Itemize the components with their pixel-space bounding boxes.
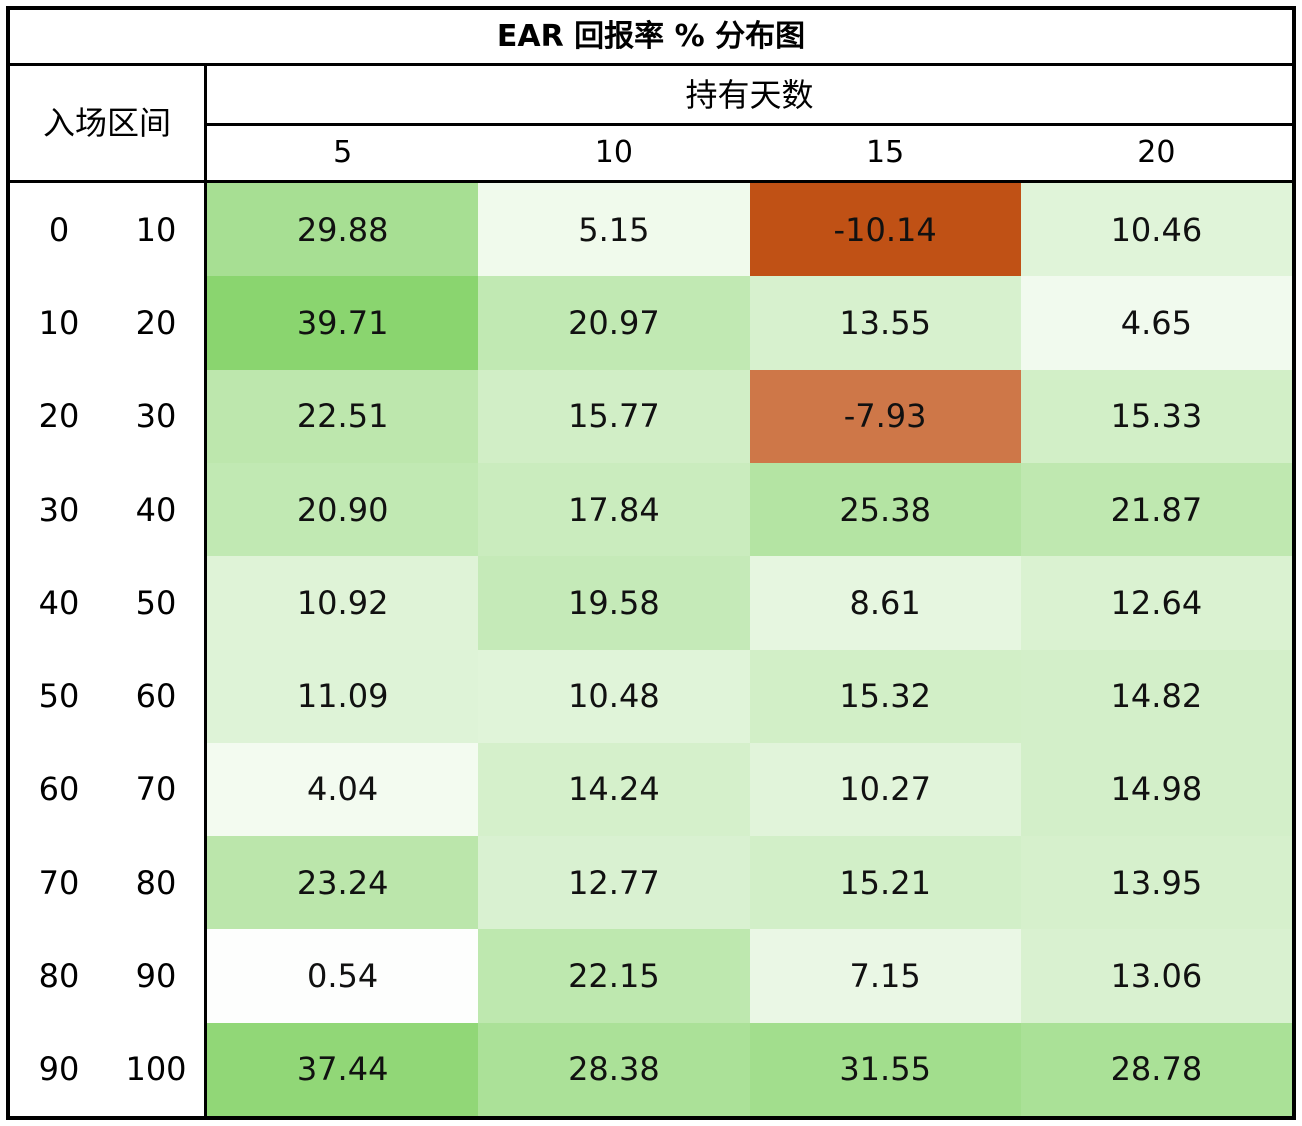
heatmap-cell: 10.46 — [1020, 183, 1292, 277]
heatmap-cell: 10.27 — [749, 742, 1021, 837]
heatmap-cell: 17.84 — [478, 462, 750, 557]
heatmap-cell: 15.21 — [749, 836, 1021, 930]
heatmap-cell: 15.33 — [1020, 369, 1292, 463]
heatmap-cell: 15.32 — [749, 649, 1021, 743]
entry-range-high: 80 — [108, 836, 207, 930]
heatmap-cell: 13.06 — [1020, 929, 1292, 1023]
heatmap-cell: 39.71 — [207, 276, 479, 370]
heatmap-cell: 15.77 — [478, 369, 750, 463]
entry-range-low: 30 — [10, 462, 108, 557]
heatmap-cell: 37.44 — [207, 1022, 479, 1116]
heatmap-cell: 11.09 — [207, 649, 479, 743]
entry-range-low: 10 — [10, 276, 108, 370]
heatmap-cell: 28.38 — [478, 1022, 750, 1116]
heatmap-cell: 12.77 — [478, 836, 750, 930]
col-header-10: 10 — [478, 126, 750, 183]
heatmap-cell: 4.04 — [207, 742, 479, 837]
entry-range-high: 40 — [108, 462, 207, 557]
entry-range-low: 50 — [10, 649, 108, 743]
heatmap-table: EAR 回报率 % 分布图 入场区间 持有天数 5 10 15 20 0 10 29… — [6, 6, 1296, 1120]
row-axis-label: 入场区间 — [10, 66, 207, 183]
heatmap-cell: 14.24 — [478, 742, 750, 837]
entry-range-low: 80 — [10, 929, 108, 1023]
heatmap-cell: 22.15 — [478, 929, 750, 1023]
heatmap-cell: -10.14 — [749, 183, 1021, 277]
entry-range-low: 60 — [10, 742, 108, 837]
heatmap-cell: 4.65 — [1020, 276, 1292, 370]
entry-range-high: 70 — [108, 742, 207, 837]
heatmap-cell: 5.15 — [478, 183, 750, 277]
heatmap-cell: 31.55 — [749, 1022, 1021, 1116]
col-header-15: 15 — [749, 126, 1021, 183]
heatmap-cell: 14.82 — [1020, 649, 1292, 743]
entry-range-high: 60 — [108, 649, 207, 743]
heatmap-cell: 23.24 — [207, 836, 479, 930]
heatmap-cell: 28.78 — [1020, 1022, 1292, 1116]
entry-range-low: 20 — [10, 369, 108, 463]
heatmap-cell: 19.58 — [478, 556, 750, 650]
entry-range-low: 70 — [10, 836, 108, 930]
heatmap-cell: 12.64 — [1020, 556, 1292, 650]
heatmap-cell: 21.87 — [1020, 462, 1292, 557]
heatmap-cell: 13.55 — [749, 276, 1021, 370]
entry-range-low: 40 — [10, 556, 108, 650]
entry-range-high: 100 — [108, 1022, 207, 1116]
heatmap-cell: 10.48 — [478, 649, 750, 743]
entry-range-low: 90 — [10, 1022, 108, 1116]
heatmap-cell: 0.54 — [207, 929, 479, 1023]
entry-range-high: 20 — [108, 276, 207, 370]
entry-range-low: 0 — [10, 183, 108, 277]
heatmap-cell: 14.98 — [1020, 742, 1292, 837]
heatmap-cell: 20.97 — [478, 276, 750, 370]
entry-range-high: 10 — [108, 183, 207, 277]
column-axis-label: 持有天数 — [207, 66, 1292, 126]
heatmap-cell: 22.51 — [207, 369, 479, 463]
heatmap-cell: -7.93 — [749, 369, 1021, 463]
entry-range-high: 30 — [108, 369, 207, 463]
entry-range-high: 90 — [108, 929, 207, 1023]
heatmap-cell: 8.61 — [749, 556, 1021, 650]
heatmap-cell: 7.15 — [749, 929, 1021, 1023]
heatmap-cell: 20.90 — [207, 462, 479, 557]
heatmap-cell: 13.95 — [1020, 836, 1292, 930]
page-title: EAR 回报率 % 分布图 — [10, 10, 1292, 66]
heatmap-cell: 25.38 — [749, 462, 1021, 557]
heatmap-cell: 10.92 — [207, 556, 479, 650]
col-header-5: 5 — [207, 126, 479, 183]
col-header-20: 20 — [1020, 126, 1292, 183]
heatmap-cell: 29.88 — [207, 183, 479, 277]
entry-range-high: 50 — [108, 556, 207, 650]
